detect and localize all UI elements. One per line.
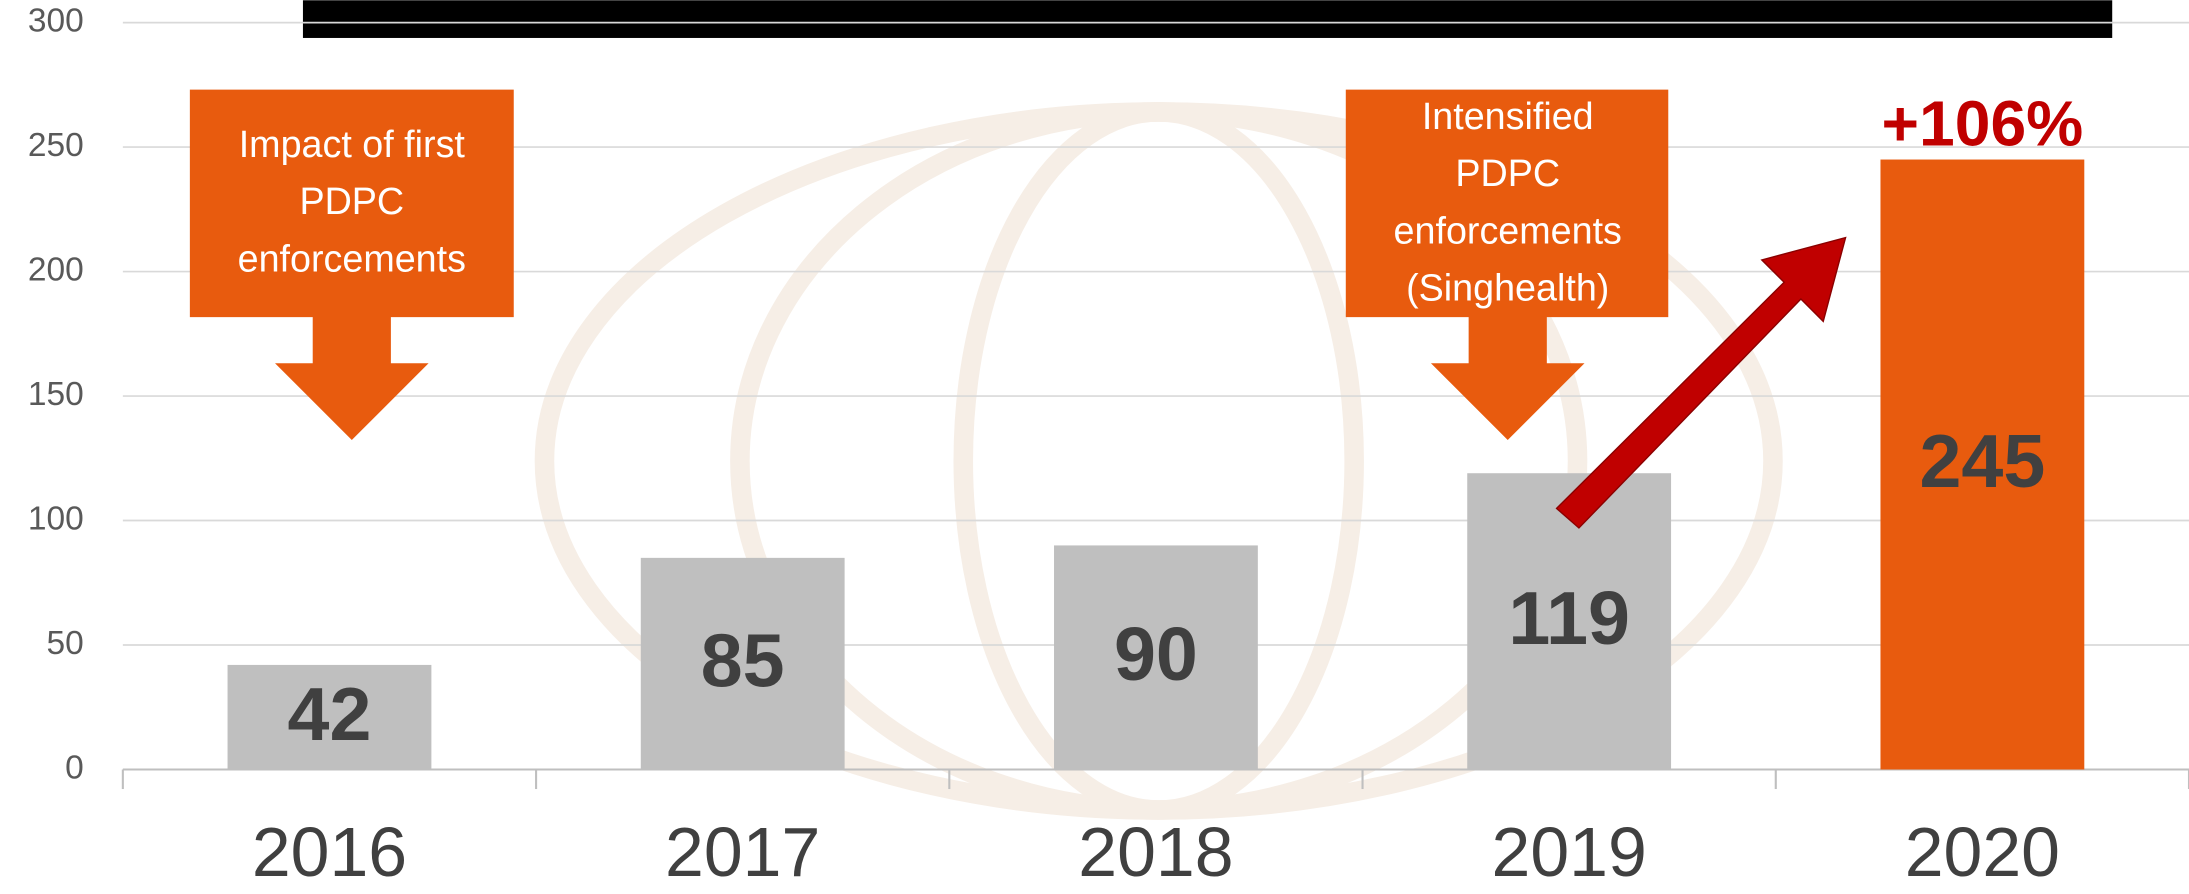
callout-text: enforcements xyxy=(1394,209,1622,251)
data-label: 85 xyxy=(701,618,785,702)
y-tick-label: 200 xyxy=(28,251,84,288)
callout xyxy=(189,89,514,441)
callout-text: Impact of first xyxy=(239,123,466,165)
x-tick-label: 2018 xyxy=(1078,813,1233,891)
growth-arrow xyxy=(1555,236,1847,529)
bar xyxy=(1880,159,2085,770)
x-tick-label: 2017 xyxy=(665,813,820,891)
bar xyxy=(1467,473,1672,770)
callout-text: Intensified xyxy=(1422,95,1594,137)
data-label: 245 xyxy=(1920,419,2046,503)
x-tick-label: 2020 xyxy=(1905,813,2060,891)
callout-text: (Singhealth) xyxy=(1406,267,1609,309)
growth-label: +106% xyxy=(1882,88,2084,160)
y-tick-label: 250 xyxy=(28,127,84,164)
x-tick-label: 2016 xyxy=(252,813,407,891)
y-tick-label: 150 xyxy=(28,376,84,413)
y-tick-label: 0 xyxy=(65,749,84,786)
plot: 0 50 100 150 200 250 300 2016 42 2017 85 2018 90 2019… xyxy=(28,2,2189,891)
y-tick-label: 300 xyxy=(28,2,84,39)
data-label: 90 xyxy=(1114,612,1198,696)
callout-text: PDPC xyxy=(1455,152,1560,194)
bar xyxy=(227,664,432,770)
callout-text: enforcements xyxy=(238,237,466,279)
callout xyxy=(1345,89,1669,441)
watermark xyxy=(534,102,1783,820)
bar xyxy=(640,557,845,770)
y-tick-label: 50 xyxy=(46,625,83,662)
y-tick-label: 100 xyxy=(28,500,84,537)
title-bar xyxy=(302,0,2113,38)
bar xyxy=(1054,545,1258,770)
callout-text: PDPC xyxy=(299,180,404,222)
x-tick-label: 2019 xyxy=(1492,813,1647,891)
data-label: 119 xyxy=(1508,576,1630,660)
annotations: Impact of first PDPC enforcements Intensifi… xyxy=(238,88,2084,309)
data-label: 42 xyxy=(288,672,372,756)
